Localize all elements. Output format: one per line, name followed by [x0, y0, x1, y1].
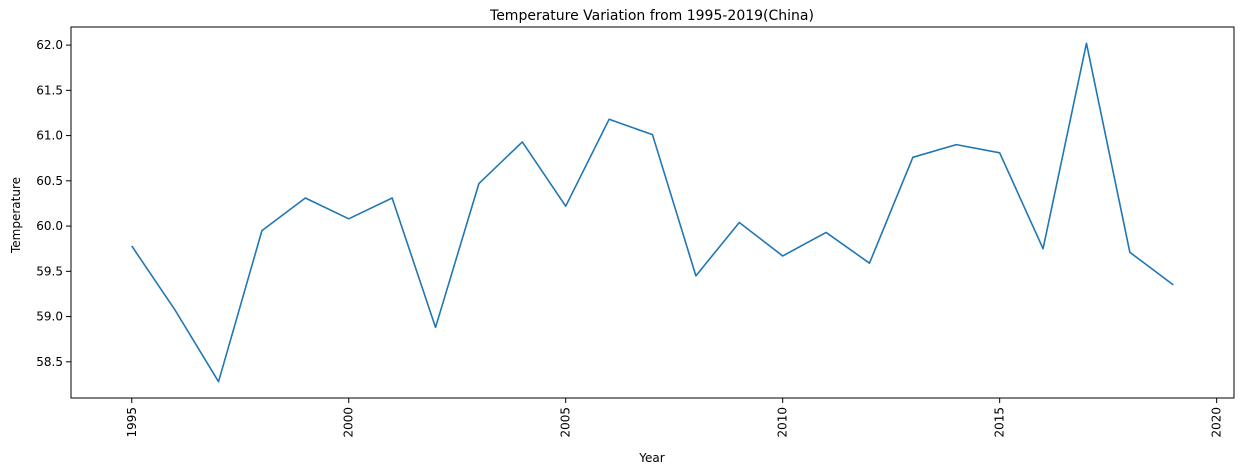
- plot-area: [71, 27, 1234, 398]
- x-tick-label: 1995: [125, 407, 139, 438]
- chart-title: Temperature Variation from 1995-2019(Chi…: [489, 8, 814, 24]
- y-tick-label: 62.0: [36, 38, 63, 52]
- y-axis-title: Temperature: [9, 177, 23, 254]
- series-layer: [131, 42, 1174, 383]
- x-axis: 1995 2000 2005 2010 2015 2020: [125, 398, 1224, 438]
- x-tick-label: 2020: [1210, 407, 1224, 438]
- x-tick-label: 2015: [993, 407, 1007, 438]
- y-tick-label: 60.5: [36, 174, 63, 188]
- y-tick-label: 59.0: [36, 310, 63, 324]
- x-axis-title: Year: [638, 451, 664, 465]
- y-axis: 58.5 59.0 59.5 60.0 60.5 61.0 61.5 62.0: [36, 38, 71, 369]
- x-tick-label: 2005: [559, 407, 573, 438]
- y-tick-label: 61.0: [36, 129, 63, 143]
- y-tick-label: 59.5: [36, 264, 63, 278]
- x-tick-label: 2000: [342, 407, 356, 438]
- y-tick-label: 61.5: [36, 83, 63, 97]
- x-tick-label: 2010: [776, 407, 790, 438]
- plot-frame: [70, 26, 1235, 399]
- y-tick-label: 60.0: [36, 219, 63, 233]
- y-tick-label: 58.5: [36, 355, 63, 369]
